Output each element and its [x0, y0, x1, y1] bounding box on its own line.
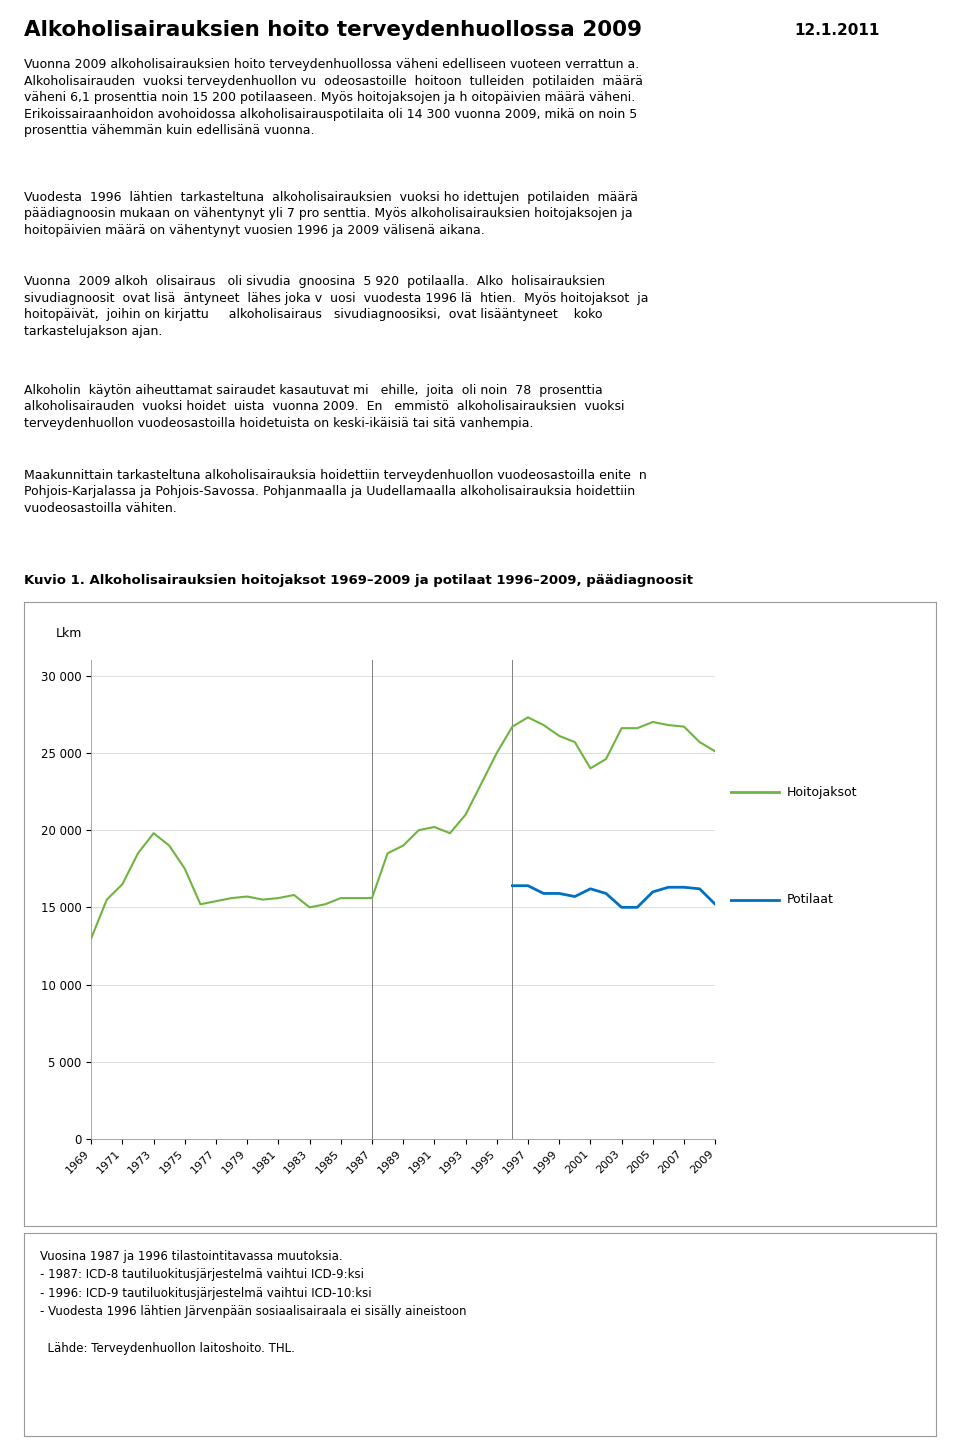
- Text: Hoitojaksot: Hoitojaksot: [786, 786, 857, 798]
- Text: Maakunnittain tarkasteltuna alkoholisairauksia hoidettiin terveydenhuollon vuode: Maakunnittain tarkasteltuna alkoholisair…: [24, 469, 647, 515]
- Text: Lkm: Lkm: [56, 627, 83, 640]
- Text: Vuosina 1987 ja 1996 tilastointitavassa muutoksia.
- 1987: ICD-8 tautiluokitusjä: Vuosina 1987 ja 1996 tilastointitavassa …: [40, 1249, 467, 1355]
- Text: Alkoholin  käytön aiheuttamat sairaudet kasautuvat mi   ehille,  joita  oli noin: Alkoholin käytön aiheuttamat sairaudet k…: [24, 385, 625, 429]
- Text: Vuonna 2009 alkoholisairauksien hoito terveydenhuollossa väheni edelliseen vuote: Vuonna 2009 alkoholisairauksien hoito te…: [24, 58, 643, 136]
- Text: Alkoholisairauksien hoito terveydenhuollossa 2009: Alkoholisairauksien hoito terveydenhuoll…: [24, 20, 642, 41]
- Text: Vuodesta  1996  lähtien  tarkasteltuna  alkoholisairauksien  vuoksi ho idettujen: Vuodesta 1996 lähtien tarkasteltuna alko…: [24, 190, 638, 237]
- Text: Potilaat: Potilaat: [786, 894, 833, 905]
- Text: Kuvio 1. Alkoholisairauksien hoitojaksot 1969–2009 ja potilaat 1996–2009, päädia: Kuvio 1. Alkoholisairauksien hoitojaksot…: [24, 575, 693, 586]
- Text: 12.1.2011: 12.1.2011: [795, 23, 880, 38]
- Text: Vuonna  2009 alkoh  olisairaus   oli sivudia  gnoosina  5 920  potilaalla.  Alko: Vuonna 2009 alkoh olisairaus oli sivudia…: [24, 276, 649, 338]
